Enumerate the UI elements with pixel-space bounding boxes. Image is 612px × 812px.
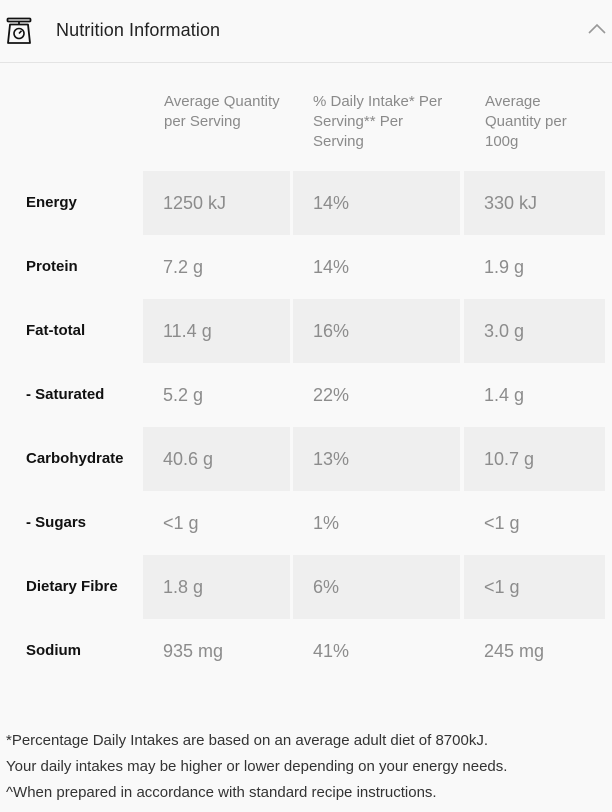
- per-100g-value: 3.0 g: [464, 299, 605, 363]
- table-row: Fat-total 11.4 g 16% 3.0 g: [0, 299, 612, 363]
- column-header-per-100g: Average Quantity per 100g: [485, 93, 567, 150]
- daily-intake-value: 6%: [293, 555, 460, 619]
- daily-intake-value: 16%: [293, 299, 460, 363]
- table-row: Energy 1250 kJ 14% 330 kJ: [0, 171, 612, 235]
- chevron-up-icon[interactable]: [587, 22, 607, 36]
- footnote-energy-needs: Your daily intakes may be higher or lowe…: [6, 758, 508, 775]
- table-row: Protein 7.2 g 14% 1.9 g: [0, 235, 612, 299]
- per-serving-value: 935 mg: [163, 641, 224, 661]
- nutrient-label: Carbohydrate: [26, 450, 124, 467]
- daily-intake-value: 13%: [293, 427, 460, 491]
- nutrient-label: Energy: [26, 194, 77, 211]
- per-100g-value: 330 kJ: [464, 171, 605, 235]
- per-serving-value: 1.8 g: [143, 555, 290, 619]
- daily-intake-value: 1%: [313, 513, 340, 533]
- kitchen-scale-icon: [6, 17, 32, 44]
- nutrient-label: Sodium: [26, 642, 81, 659]
- header-divider: [0, 62, 612, 63]
- table-row: - Saturated 5.2 g 22% 1.4 g: [0, 363, 612, 427]
- nutrient-label: - Saturated: [26, 386, 105, 403]
- footnote-daily-intake: *Percentage Daily Intakes are based on a…: [6, 732, 488, 749]
- table-row: - Sugars <1 g 1% <1 g: [0, 491, 612, 555]
- per-serving-value: 7.2 g: [163, 257, 204, 277]
- table-row: Sodium 935 mg 41% 245 mg: [0, 619, 612, 683]
- daily-intake-value: 22%: [313, 385, 350, 405]
- per-100g-value: 10.7 g: [464, 427, 605, 491]
- section-title: Nutrition Information: [56, 20, 221, 40]
- per-serving-value: 5.2 g: [163, 385, 204, 405]
- nutrient-label: Fat-total: [26, 322, 86, 339]
- table-row: Carbohydrate 40.6 g 13% 10.7 g: [0, 427, 612, 491]
- per-serving-value: 40.6 g: [143, 427, 290, 491]
- footnotes: *Percentage Daily Intakes are based on a…: [6, 728, 606, 806]
- per-100g-value: <1 g: [464, 555, 605, 619]
- column-header-daily-intake: % Daily Intake* Per Serving** Per Servin…: [313, 93, 443, 150]
- per-100g-value: 1.4 g: [484, 385, 525, 405]
- per-serving-value: 1250 kJ: [143, 171, 290, 235]
- per-serving-value: 11.4 g: [143, 299, 290, 363]
- footnote-preparation: ^When prepared in accordance with standa…: [6, 784, 437, 801]
- daily-intake-value: 14%: [313, 257, 350, 277]
- nutrition-header[interactable]: Nutrition Information: [0, 0, 612, 62]
- per-serving-value: <1 g: [163, 513, 199, 533]
- nutrient-label: Dietary Fibre: [26, 578, 118, 595]
- per-100g-value: <1 g: [484, 513, 520, 533]
- column-header-per-serving: Average Quantity per Serving: [164, 93, 280, 130]
- table-row: Dietary Fibre 1.8 g 6% <1 g: [0, 555, 612, 619]
- per-100g-value: 1.9 g: [484, 257, 525, 277]
- daily-intake-value: 41%: [313, 641, 350, 661]
- nutrient-label: Protein: [26, 258, 78, 275]
- per-100g-value: 245 mg: [484, 641, 545, 661]
- nutrient-label: - Sugars: [26, 514, 87, 531]
- daily-intake-value: 14%: [293, 171, 460, 235]
